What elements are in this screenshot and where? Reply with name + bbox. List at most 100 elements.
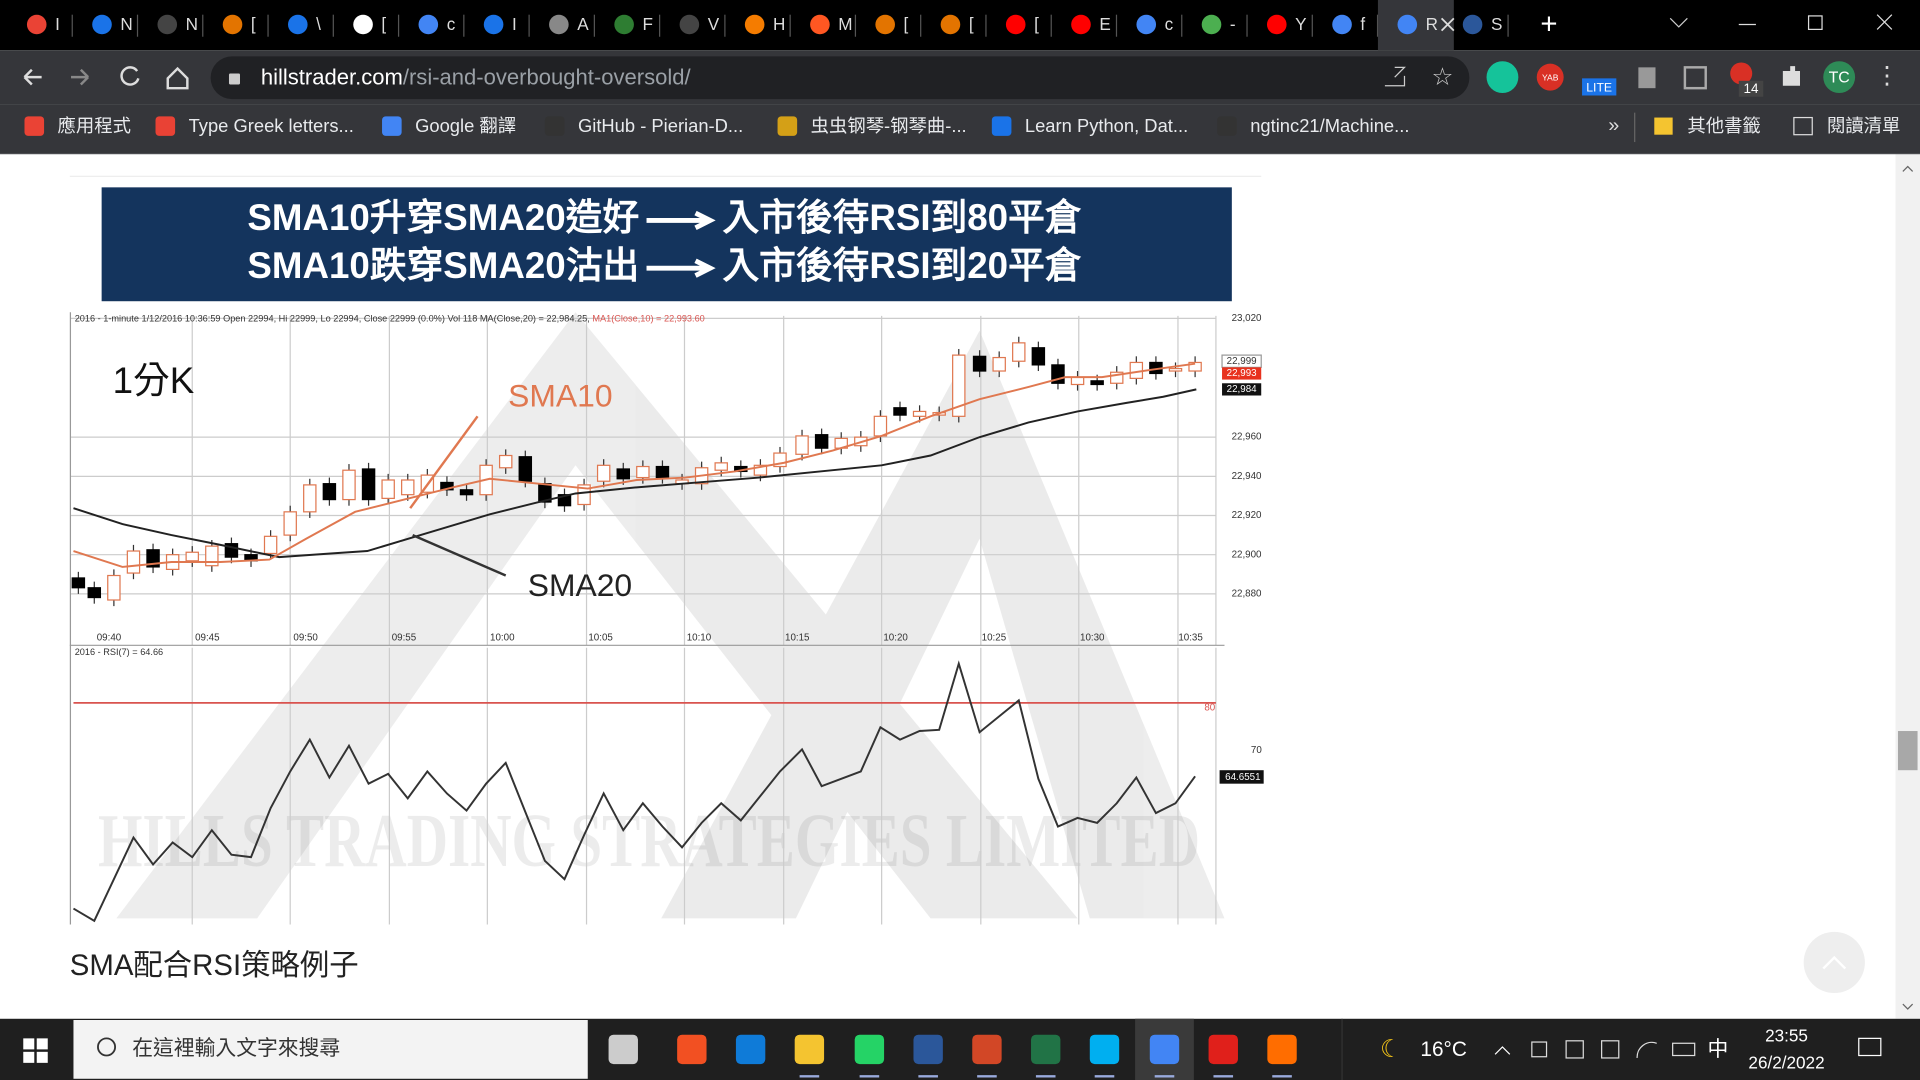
bookmark[interactable]: GitHub - Pierian-D...	[578, 115, 743, 136]
tray-wifi[interactable]	[1636, 1041, 1657, 1058]
tray-expand[interactable]	[1494, 1046, 1511, 1055]
tab-title[interactable]: c	[447, 14, 456, 34]
tab-icon[interactable]	[549, 14, 569, 35]
tab-title[interactable]: I	[512, 14, 517, 34]
tab-title[interactable]: H	[773, 14, 785, 34]
taskbar-app[interactable]	[1267, 1034, 1297, 1065]
tab-title[interactable]: [	[904, 14, 909, 34]
start-tile[interactable]	[23, 1038, 35, 1050]
tab-icon[interactable]	[1332, 14, 1352, 35]
bookmark[interactable]: Google 翻譯	[415, 115, 516, 136]
tab-icon[interactable]	[92, 14, 112, 35]
tab-title[interactable]: [	[381, 14, 386, 34]
grammarly[interactable]	[1486, 61, 1519, 94]
tab-title[interactable]: I	[55, 14, 60, 34]
tab-close[interactable]	[1440, 17, 1455, 32]
tab-title[interactable]: N	[120, 14, 132, 34]
tab-icon[interactable]	[26, 14, 47, 35]
tab-icon[interactable]	[1005, 14, 1026, 35]
bookmark[interactable]: Type Greek letters...	[189, 115, 354, 136]
ext-yab[interactable]	[1536, 63, 1564, 91]
reading-list-icon[interactable]	[1793, 116, 1813, 136]
tab-title[interactable]: S	[1491, 14, 1502, 34]
bookmark-icon[interactable]	[382, 116, 402, 136]
tab-icon[interactable]	[1462, 14, 1483, 35]
back[interactable]	[23, 68, 42, 86]
tray-battery[interactable]	[1672, 1042, 1696, 1057]
tab-title[interactable]: [	[969, 14, 974, 34]
tab-title[interactable]: F	[642, 14, 652, 34]
start-button[interactable]	[23, 1038, 48, 1063]
bookmark-icon[interactable]	[544, 116, 565, 136]
tab-icon[interactable]	[1397, 14, 1418, 35]
share[interactable]	[1384, 66, 1406, 87]
tab-title[interactable]: c	[1165, 14, 1174, 34]
temperature[interactable]: 16°C	[1420, 1038, 1466, 1061]
taskbar-app[interactable]	[608, 1034, 638, 1065]
forward[interactable]	[71, 68, 90, 86]
reading-list[interactable]: 閱讀清單	[1827, 115, 1900, 136]
tab-title[interactable]: V	[708, 14, 720, 34]
ime[interactable]: 中	[1708, 1038, 1729, 1061]
clock-time[interactable]: 23:55	[1765, 1026, 1808, 1046]
tab-icon[interactable]	[483, 14, 504, 35]
tab-title[interactable]: \	[316, 14, 321, 34]
tab-icon[interactable]	[875, 14, 895, 35]
taskbar-app[interactable]	[854, 1034, 885, 1065]
bookmark[interactable]: Learn Python, Dat...	[1025, 115, 1188, 136]
tab-icon[interactable]	[614, 14, 634, 35]
taskbar-app[interactable]	[1208, 1034, 1238, 1065]
scrollbar[interactable]	[1895, 154, 1920, 1019]
reload[interactable]	[120, 66, 140, 86]
close[interactable]	[1876, 14, 1893, 30]
notifications[interactable]	[1858, 1037, 1882, 1057]
bookmark-icon[interactable]	[24, 116, 45, 136]
weather-icon[interactable]: ☾	[1380, 1036, 1402, 1063]
start-tile[interactable]	[23, 1051, 35, 1063]
taskbar-app[interactable]	[794, 1034, 825, 1065]
tab-title[interactable]: E	[1099, 14, 1110, 34]
tab-icon[interactable]	[1201, 14, 1222, 35]
taskbar-app[interactable]	[1089, 1034, 1120, 1065]
tray-icon[interactable]	[1601, 1040, 1620, 1059]
home[interactable]	[166, 66, 189, 90]
ext-icon[interactable]	[1638, 67, 1656, 89]
address-path[interactable]: /rsi-and-overbought-oversold/	[403, 64, 692, 89]
tab-icon[interactable]	[940, 14, 961, 35]
ext-lite[interactable]	[1582, 78, 1617, 96]
bookmark-icon[interactable]	[155, 116, 176, 136]
taskbar-app[interactable]	[972, 1034, 1002, 1065]
tab-title[interactable]: [	[251, 14, 256, 34]
taskbar-app[interactable]	[1149, 1034, 1180, 1065]
tab-icon[interactable]	[810, 14, 830, 35]
tab-title[interactable]: M	[838, 14, 852, 34]
tab-icon[interactable]	[353, 14, 373, 35]
tab-icon[interactable]	[679, 14, 700, 35]
tab-title[interactable]: f	[1360, 14, 1365, 34]
star[interactable]: ☆	[1431, 64, 1453, 91]
tab-icon[interactable]	[1136, 14, 1157, 35]
search-box[interactable]	[73, 1020, 588, 1079]
tab-title[interactable]: R	[1426, 14, 1438, 34]
tab-title[interactable]: Y	[1295, 14, 1307, 34]
bookmarks-more[interactable]: »	[1608, 114, 1619, 136]
other-bookmarks[interactable]: 其他書籤	[1687, 115, 1760, 136]
address-bar[interactable]	[210, 56, 1470, 100]
lock-icon[interactable]	[228, 73, 240, 85]
extensions[interactable]	[1782, 66, 1800, 86]
search-placeholder[interactable]: 在這裡輸入文字來搜尋	[132, 1037, 340, 1060]
tab-title[interactable]: [	[1034, 14, 1039, 34]
tray-icon[interactable]	[1565, 1040, 1584, 1059]
tab-icon[interactable]	[744, 14, 765, 35]
address[interactable]: hillstrader.com/rsi-and-overbought-overs…	[261, 64, 692, 89]
start-tile[interactable]	[36, 1038, 48, 1050]
tab-icon[interactable]	[288, 14, 308, 35]
bookmark-icon[interactable]	[991, 116, 1012, 136]
tab-icon[interactable]	[1266, 14, 1287, 35]
tab-search[interactable]	[1669, 17, 1688, 28]
tab-title[interactable]: A	[577, 14, 589, 34]
tab-icon[interactable]	[418, 14, 439, 35]
tab-title[interactable]: -	[1230, 14, 1236, 34]
bookmark-icon[interactable]	[1217, 116, 1237, 136]
bookmark[interactable]: 虫虫钢琴-钢琴曲-...	[811, 115, 967, 136]
